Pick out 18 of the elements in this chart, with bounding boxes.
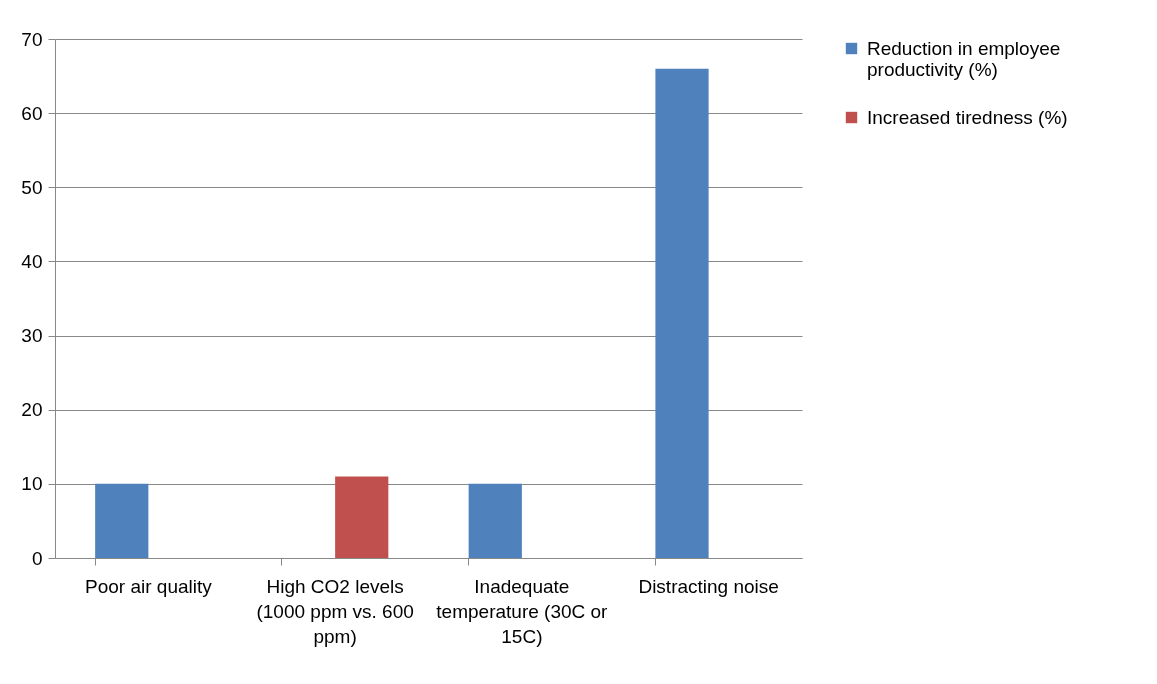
legend-label: Reduction in employee productivity (%) <box>867 37 1061 80</box>
y-tick-label: 70 <box>21 28 43 50</box>
y-tick-label: 60 <box>21 102 43 124</box>
y-tick-label: 50 <box>21 176 43 198</box>
legend-label: Increased tiredness (%) <box>867 106 1068 128</box>
y-tick-label: 0 <box>31 547 43 569</box>
y-tick-label: 40 <box>21 250 43 272</box>
bar <box>655 68 709 558</box>
y-tick-label: 20 <box>21 399 43 421</box>
bar <box>95 483 149 558</box>
x-tick-label: Inadequate temperature (30C or 15C) <box>436 575 609 647</box>
bar <box>335 476 389 558</box>
x-tick-label: Poor air quality <box>85 575 213 597</box>
bar <box>468 483 522 558</box>
y-tick-label: 30 <box>21 325 43 347</box>
y-tick-label: 10 <box>21 473 43 495</box>
x-tick-label: Distracting noise <box>638 575 779 597</box>
x-tick-label: High CO2 levels (1000 ppm vs. 600 ppm) <box>256 575 414 647</box>
